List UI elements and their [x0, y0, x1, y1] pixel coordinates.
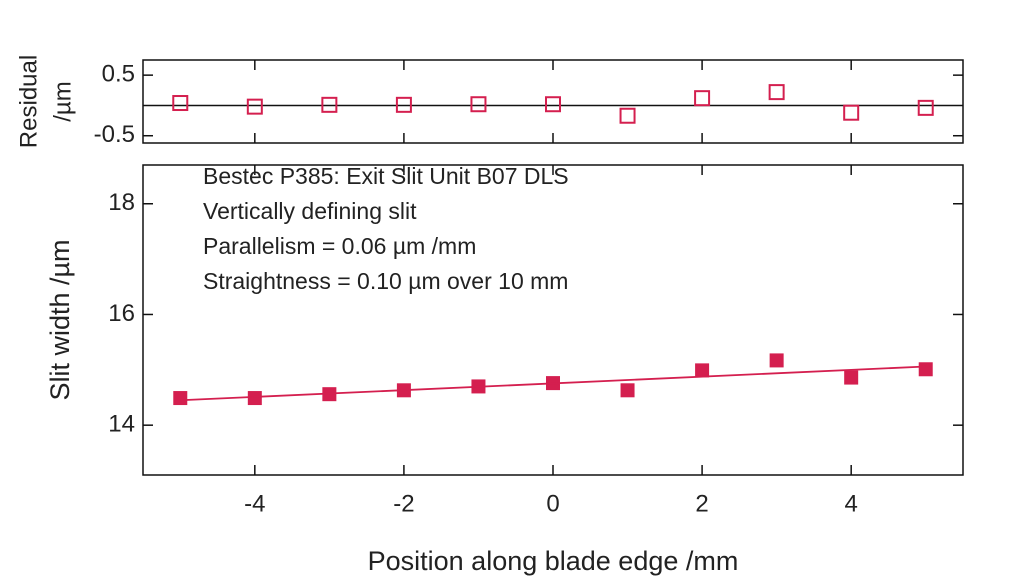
data-point [694, 90, 711, 107]
x-axis-label: Position along blade edge /mm [368, 546, 739, 576]
data-point [844, 370, 859, 385]
data-point [619, 107, 636, 124]
y-axis-label: /µm [49, 81, 76, 122]
data-point [321, 96, 338, 113]
data-point [695, 363, 710, 378]
x-tick-label: 2 [695, 490, 708, 517]
data-point [247, 391, 262, 406]
data-point [470, 96, 487, 113]
y-tick-label: 16 [108, 300, 135, 327]
y-axis-label: Residual [15, 55, 42, 148]
annotation: Bestec P385: Exit Slit Unit B07 DLS [203, 163, 569, 189]
annotation: Straightness = 0.10 µm over 10 mm [203, 268, 568, 294]
y-tick-label: 0.5 [102, 60, 135, 87]
x-tick-label: 4 [845, 490, 858, 517]
data-point [173, 391, 188, 406]
x-tick-label: 0 [546, 490, 559, 517]
data-point [246, 98, 263, 115]
y-tick-label: 18 [108, 189, 135, 216]
data-point [918, 362, 933, 377]
data-point [172, 95, 189, 112]
data-point [768, 84, 785, 101]
x-tick-label: -4 [244, 490, 265, 517]
y-tick-label: -0.5 [94, 121, 135, 148]
data-point [917, 99, 934, 116]
y-axis-label: Slit width /µm [45, 239, 75, 400]
plot-frame [142, 59, 964, 144]
fit-line [180, 365, 926, 402]
data-point [620, 383, 635, 398]
annotation: Parallelism = 0.06 µm /mm [203, 233, 476, 259]
annotation: Vertically defining slit [203, 198, 417, 224]
data-point [769, 353, 784, 368]
data-point [843, 104, 860, 121]
y-tick-label: 14 [108, 411, 135, 438]
data-point [395, 96, 412, 113]
x-tick-label: -2 [393, 490, 414, 517]
data-point [545, 96, 561, 113]
